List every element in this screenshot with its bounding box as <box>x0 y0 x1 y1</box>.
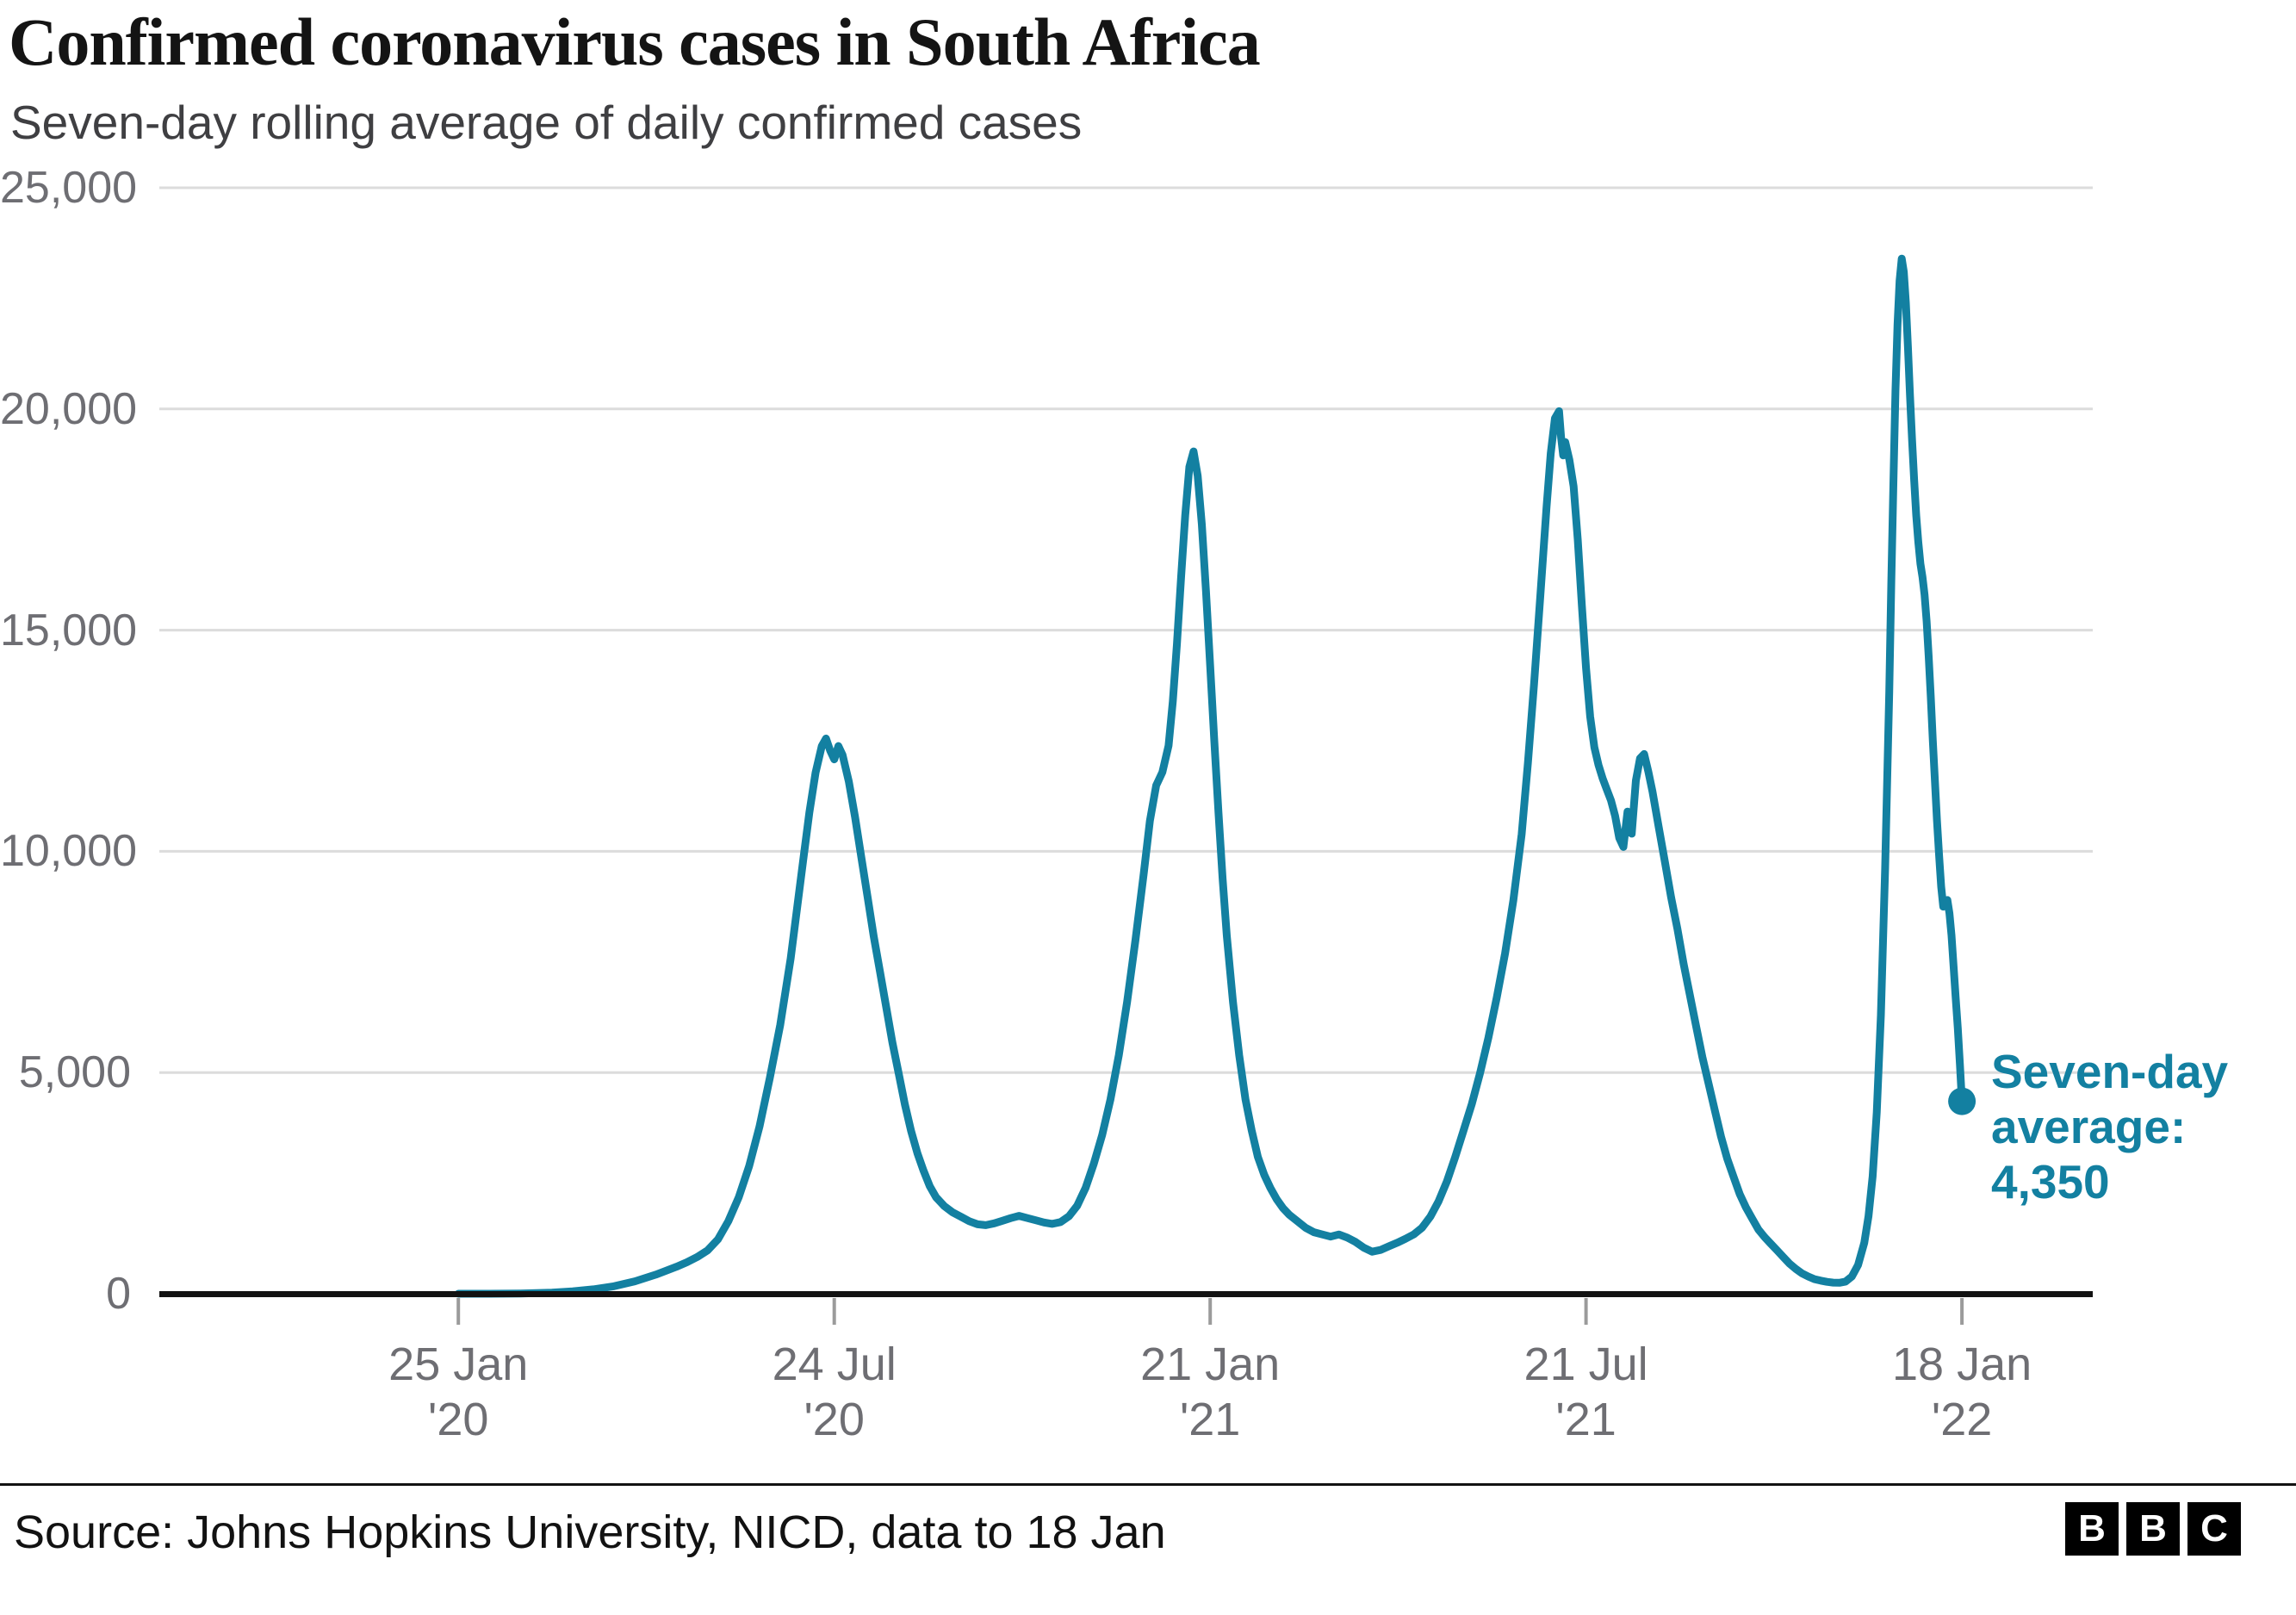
x-axis-label-line: '21 <box>1555 1394 1617 1445</box>
x-axis-label-line: '20 <box>428 1394 489 1445</box>
source-text: Source: Johns Hopkins University, NICD, … <box>14 1506 1166 1558</box>
cases-line <box>454 254 1966 1298</box>
seven-day-annotation: Seven-day average: 4,350 <box>1991 1044 2228 1209</box>
x-axis-label-line: 21 Jul <box>1523 1339 1648 1390</box>
y-axis-label: 20,000 <box>0 383 138 434</box>
bbc-logo-letter: C <box>2187 1502 2241 1556</box>
chart-subtitle: Seven-day rolling average of daily confi… <box>10 96 1083 149</box>
x-axis-label: 18 Jan '22 <box>1841 1337 2082 1447</box>
x-axis-label-line: 24 Jul <box>772 1339 897 1390</box>
bbc-logo-letter: B <box>2065 1502 2119 1556</box>
x-axis-label: 25 Jan '20 <box>338 1337 579 1447</box>
x-axis-line <box>159 1291 2093 1297</box>
y-axis-label: 15,000 <box>0 605 138 655</box>
annotation-line: 4,350 <box>1991 1155 2110 1208</box>
x-axis-label-line: 21 Jan <box>1140 1339 1281 1390</box>
page-title: Confirmed coronavirus cases in South Afr… <box>9 4 1261 79</box>
x-axis-label: 24 Jul '20 <box>714 1337 955 1447</box>
y-axis-label: 25,000 <box>0 163 138 213</box>
annotation-line: Seven-day <box>1991 1045 2229 1098</box>
x-axis-label-line: '20 <box>804 1394 865 1445</box>
y-axis-label: 10,000 <box>0 826 138 877</box>
y-axis-label: 5,000 <box>18 1047 131 1098</box>
x-axis-label-line: '22 <box>1931 1394 1993 1445</box>
x-axis-label: 21 Jan '21 <box>1089 1337 1331 1447</box>
end-point-dot <box>1948 1087 1976 1115</box>
x-axis-label-line: 18 Jan <box>1892 1339 2032 1390</box>
y-axis-label: 0 <box>106 1269 131 1319</box>
x-axis-label-line: '21 <box>1179 1394 1241 1445</box>
annotation-line: average: <box>1991 1100 2187 1153</box>
bbc-logo-letter: B <box>2126 1502 2180 1556</box>
x-axis-label: 21 Jul '21 <box>1466 1337 1707 1447</box>
x-axis-label-line: 25 Jan <box>388 1339 529 1390</box>
footer-divider <box>0 1483 2296 1486</box>
